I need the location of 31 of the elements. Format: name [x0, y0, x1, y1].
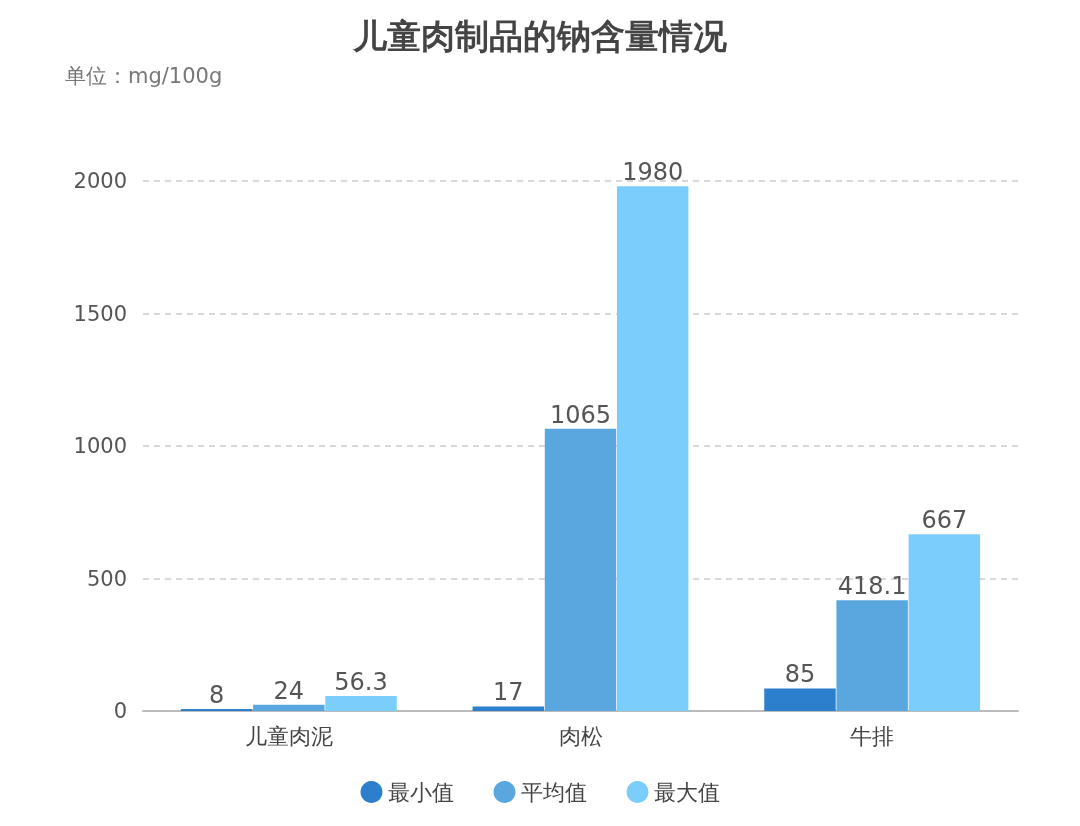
- data-label: 17: [493, 678, 524, 707]
- data-label: 56.3: [334, 668, 388, 697]
- x-tick-label: 儿童肉泥: [244, 723, 333, 749]
- bar: [472, 706, 545, 711]
- y-tick-label: 0: [113, 699, 127, 723]
- legend-label: 最大值: [653, 779, 720, 805]
- x-tick-label: 牛排: [850, 723, 895, 749]
- data-label: 24: [273, 676, 305, 705]
- x-tick-label: 肉松: [558, 723, 603, 749]
- bar: [836, 600, 908, 711]
- chart-title: 儿童肉制品的钠含量情况: [352, 16, 728, 56]
- bar: [253, 704, 325, 711]
- legend-label: 最小值: [387, 779, 454, 805]
- y-tick-label: 1500: [73, 301, 127, 326]
- data-label: 667: [921, 506, 968, 535]
- data-label: 8: [209, 680, 225, 709]
- bar: [908, 534, 981, 711]
- bar: [764, 688, 836, 711]
- y-tick-label: 500: [86, 566, 127, 591]
- bar: [325, 696, 397, 711]
- bar: [544, 428, 617, 711]
- y-axis-title: 单位：mg/100g: [65, 63, 223, 88]
- data-label: 418.1: [837, 572, 907, 601]
- bar: [616, 186, 689, 711]
- y-tick-label: 1000: [73, 434, 127, 458]
- data-label: 85: [784, 660, 816, 689]
- legend-label: 平均值: [520, 779, 587, 805]
- bar: [180, 708, 253, 711]
- data-label: 1065: [549, 400, 612, 429]
- y-tick-label: 2000: [73, 169, 127, 193]
- data-label: 1980: [622, 158, 684, 187]
